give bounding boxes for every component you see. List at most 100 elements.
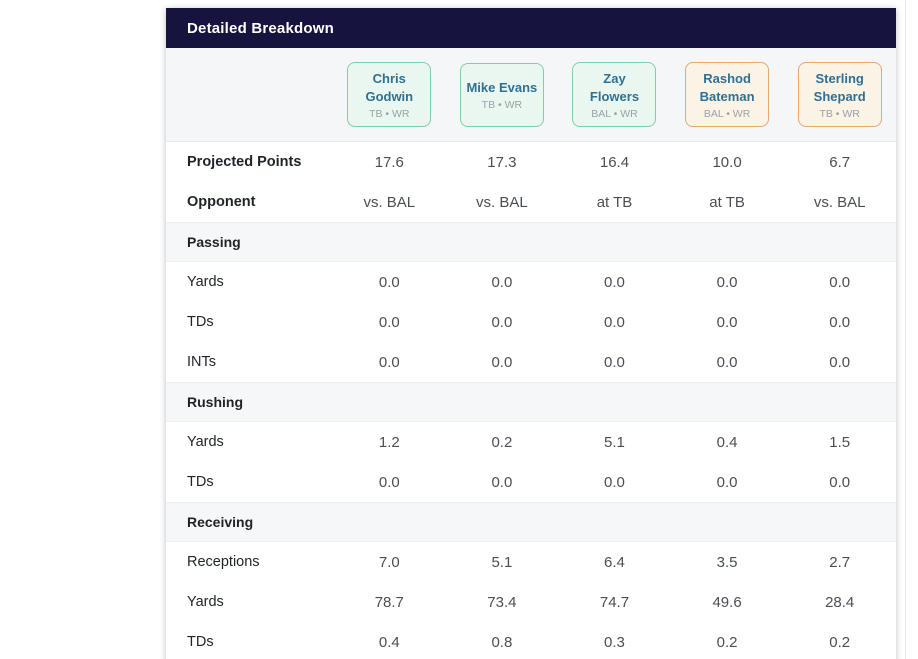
value-cell: 0.0 xyxy=(671,474,784,491)
stat-value: 3.5 xyxy=(716,553,738,571)
value-cell: 0.8 xyxy=(446,634,559,651)
page-right-divider xyxy=(905,0,906,659)
table-row: Projected Points 17.6 17.3 16.4 10.0 6.7 xyxy=(166,142,896,182)
stat-value: 2.7 xyxy=(829,553,851,571)
stat-value: 0.0 xyxy=(378,313,400,331)
stat-value: 0.0 xyxy=(716,313,738,331)
value-cell: 0.0 xyxy=(558,354,671,371)
stat-value: 0.0 xyxy=(378,353,400,371)
row-label: TDs xyxy=(187,314,214,330)
stat-value: 49.6 xyxy=(712,593,742,611)
stat-value: 0.0 xyxy=(716,473,738,491)
stat-value: 7.0 xyxy=(378,553,400,571)
player-card-zay-flowers[interactable]: Zay Flowers BAL • WR xyxy=(572,62,657,127)
table-row: Yards 0.0 0.0 0.0 0.0 0.0 xyxy=(166,262,896,302)
player-column: Chris Godwin TB • WR xyxy=(333,62,446,127)
row-label: Yards xyxy=(187,274,224,290)
stat-value: 0.0 xyxy=(491,353,513,371)
player-card-chris-godwin[interactable]: Chris Godwin TB • WR xyxy=(347,62,432,127)
value-cell: 6.7 xyxy=(783,154,896,171)
value-cell: 10.0 xyxy=(671,154,784,171)
stat-value: 16.4 xyxy=(599,153,630,171)
player-name: Zay Flowers xyxy=(589,71,640,104)
stat-value: at TB xyxy=(596,193,633,211)
table-row: Receptions 7.0 5.1 6.4 3.5 2.7 xyxy=(166,542,896,582)
player-team-position: TB • WR xyxy=(369,107,410,120)
stat-value: 6.4 xyxy=(604,553,625,571)
section-label: Passing xyxy=(187,234,241,250)
value-cell: 73.4 xyxy=(446,594,559,611)
table-row: Opponent vs. BAL vs. BAL at TB at TB vs. BAL xyxy=(166,182,896,222)
row-label: TDs xyxy=(187,474,214,490)
value-cell: 0.0 xyxy=(446,354,559,371)
stat-value: 1.2 xyxy=(378,433,400,451)
value-cell: 0.0 xyxy=(333,274,446,291)
stat-value: 0.8 xyxy=(491,633,513,651)
row-label: Opponent xyxy=(187,194,256,210)
value-cell: 28.4 xyxy=(783,594,896,611)
stat-value: 0.0 xyxy=(829,473,851,491)
player-name: Sterling Shepard xyxy=(813,71,866,104)
stat-value: 0.0 xyxy=(716,273,738,291)
value-cell: 0.0 xyxy=(783,354,896,371)
value-cell: vs. BAL xyxy=(783,194,896,211)
stat-value: 10.0 xyxy=(712,153,742,171)
row-label: TDs xyxy=(187,634,214,650)
player-column: Zay Flowers BAL • WR xyxy=(558,62,671,127)
stat-value: 6.7 xyxy=(829,153,851,171)
stat-value: vs. BAL xyxy=(363,193,416,211)
table-row: Yards 78.7 73.4 74.7 49.6 28.4 xyxy=(166,582,896,622)
stat-value: 0.2 xyxy=(829,633,851,651)
stat-value: 1.5 xyxy=(829,433,851,451)
value-cell: 0.0 xyxy=(783,474,896,491)
player-card-sterling-shepard[interactable]: Sterling Shepard TB • WR xyxy=(797,62,882,127)
value-cell: at TB xyxy=(671,194,784,211)
table-row: TDs 0.0 0.0 0.0 0.0 0.0 xyxy=(166,302,896,342)
row-label: Yards xyxy=(187,594,224,610)
section-label: Receiving xyxy=(187,514,254,530)
value-cell: 0.0 xyxy=(783,314,896,331)
stat-value: 0.0 xyxy=(604,313,625,331)
value-cell: 0.2 xyxy=(671,634,784,651)
value-cell: 0.0 xyxy=(333,474,446,491)
value-cell: 0.0 xyxy=(671,354,784,371)
stat-value: 0.0 xyxy=(491,313,513,331)
stat-value: 0.0 xyxy=(378,473,400,491)
stat-value: 0.0 xyxy=(829,353,851,371)
stat-value: 17.6 xyxy=(374,153,404,171)
value-cell: 74.7 xyxy=(558,594,671,611)
table-row: INTs 0.0 0.0 0.0 0.0 0.0 xyxy=(166,342,896,382)
player-team-position: BAL • WR xyxy=(591,107,638,120)
value-cell: 0.0 xyxy=(446,474,559,491)
row-label: Yards xyxy=(187,434,224,450)
panel-title: Detailed Breakdown xyxy=(187,19,334,37)
value-cell: 0.0 xyxy=(783,274,896,291)
stat-value: 74.7 xyxy=(599,593,630,611)
value-cell: 3.5 xyxy=(671,554,784,571)
player-column: Rashod Bateman BAL • WR xyxy=(671,62,784,127)
player-team-position: BAL • WR xyxy=(703,107,751,120)
stat-value: 17.3 xyxy=(487,153,517,171)
player-card-row: Chris Godwin TB • WR Mike Evans TB • WR Zay … xyxy=(166,48,896,142)
stat-value: 0.0 xyxy=(491,473,513,491)
table-row: TDs 0.4 0.8 0.3 0.2 0.2 xyxy=(166,622,896,659)
section-header-row: Receiving xyxy=(166,502,896,542)
stat-value: 0.0 xyxy=(604,353,625,371)
value-cell: 17.6 xyxy=(333,154,446,171)
player-card-rashod-bateman[interactable]: Rashod Bateman BAL • WR xyxy=(685,62,770,127)
stat-value: vs. BAL xyxy=(813,193,866,211)
stat-value: 0.0 xyxy=(491,273,513,291)
stat-value: 0.0 xyxy=(716,353,738,371)
value-cell: 5.1 xyxy=(558,434,671,451)
value-cell: 0.0 xyxy=(333,314,446,331)
table-row: Yards 1.2 0.2 5.1 0.4 1.5 xyxy=(166,422,896,462)
player-team-position: TB • WR xyxy=(819,107,860,120)
value-cell: at TB xyxy=(558,194,671,211)
stat-value: 0.0 xyxy=(604,473,625,491)
player-column: Sterling Shepard TB • WR xyxy=(783,62,896,127)
stat-value: 5.1 xyxy=(491,553,513,571)
section-header-row: Rushing xyxy=(166,382,896,422)
stats-table: Projected Points 17.6 17.3 16.4 10.0 6.7 Oppon… xyxy=(166,142,896,659)
player-card-mike-evans[interactable]: Mike Evans TB • WR xyxy=(459,62,544,127)
